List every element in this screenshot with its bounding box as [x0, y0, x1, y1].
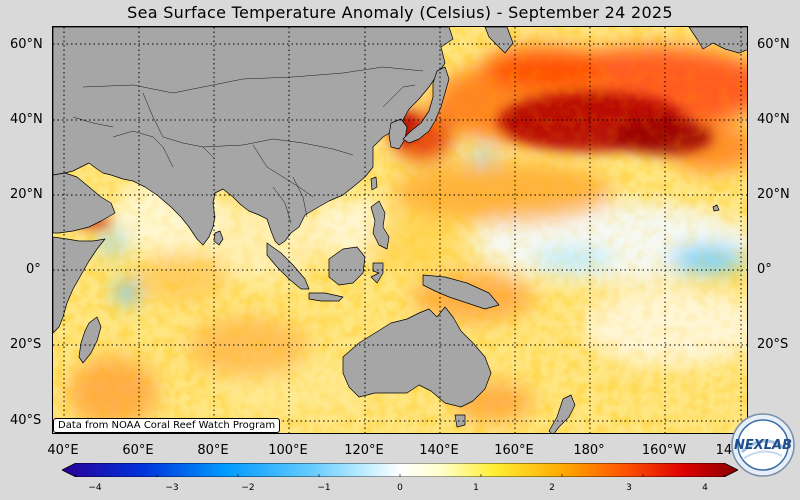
land-masses — [53, 27, 747, 433]
land-madagascar — [78, 316, 102, 364]
lat-label-left: 20°N — [10, 187, 43, 202]
logo-text: NEXLAB — [734, 438, 792, 453]
map-title: Sea Surface Temperature Anomaly (Celsius… — [127, 3, 673, 22]
colorbar — [62, 463, 738, 477]
land-japan — [402, 66, 450, 144]
lon-label: 140°E — [419, 443, 459, 458]
land-new-zealand — [548, 394, 576, 433]
country-borders — [72, 66, 424, 224]
lon-label: 180° — [573, 443, 605, 458]
lat-label-right: 40°N — [757, 112, 790, 127]
data-credit-label: Data from NOAA Coral Reef Watch Program — [53, 418, 281, 433]
colorbar-tick-label: −4 — [88, 483, 102, 493]
lon-label: 160°W — [641, 443, 687, 458]
land-borneo — [328, 246, 366, 286]
lat-label-left: 20°S — [10, 337, 42, 352]
land-korea — [388, 118, 408, 150]
colorbar-tick-label: 3 — [626, 483, 632, 493]
land-alaska — [688, 27, 747, 54]
land-philippines — [370, 200, 390, 250]
lat-label-right: 20°N — [757, 187, 790, 202]
lon-label: 60°E — [122, 443, 154, 458]
lon-label: 160°E — [494, 443, 534, 458]
lat-label-right: 0° — [757, 262, 772, 277]
colorbar-tick-label: 1 — [473, 483, 479, 493]
colorbar-tick-label: −2 — [241, 483, 255, 493]
lat-label-right: 60°N — [757, 37, 790, 52]
nexlab-logo: NEXLAB — [731, 413, 795, 477]
lon-label: 100°E — [268, 443, 308, 458]
graticule — [53, 27, 747, 433]
land-sumatra — [266, 242, 310, 290]
land-africa — [53, 236, 106, 334]
colorbar-tick-label: 2 — [549, 483, 555, 493]
colorbar-tick-label: 4 — [702, 483, 708, 493]
lon-label: 120°E — [344, 443, 384, 458]
lon-label: 80°E — [197, 443, 229, 458]
colorbar-tick-label: −1 — [317, 483, 331, 493]
colorbar-tick-label: −3 — [165, 483, 179, 493]
land-australia — [342, 306, 492, 408]
sst-anomaly-map — [52, 26, 748, 434]
colorbar-gradient — [62, 463, 738, 477]
lat-label-left: 40°N — [10, 112, 43, 127]
lat-label-left: 0° — [26, 262, 41, 277]
lat-label-left: 60°N — [10, 37, 43, 52]
lat-label-left: 40°S — [10, 413, 42, 428]
colorbar-tick-label: 0 — [397, 483, 403, 493]
land-arabia — [53, 172, 116, 234]
lon-label: 40°E — [47, 443, 79, 458]
lat-label-right: 20°S — [757, 337, 789, 352]
land-new-guinea — [422, 274, 500, 310]
